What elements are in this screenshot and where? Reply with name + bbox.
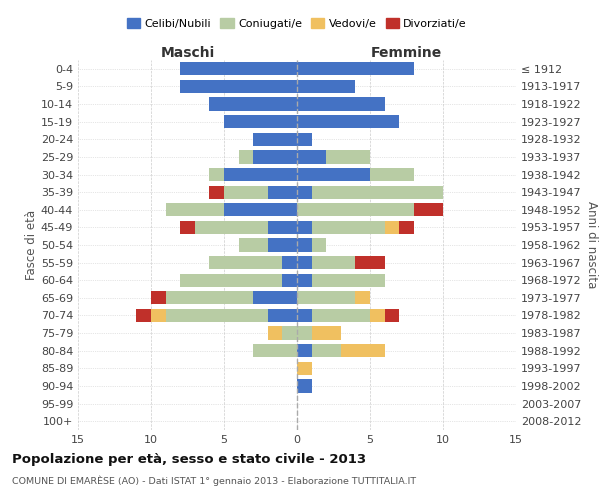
Bar (239, 150, 253, 164)
Bar (311, 274, 385, 287)
Bar (297, 203, 414, 216)
Text: COMUNE DI EMARÈSE (AO) - Dati ISTAT 1° gennaio 2013 - Elaborazione TUTTITALIA.IT: COMUNE DI EMARÈSE (AO) - Dati ISTAT 1° g… (12, 476, 416, 486)
Bar (253, 291, 297, 304)
Bar (224, 186, 268, 198)
Bar (297, 168, 370, 181)
Bar (297, 380, 311, 392)
Bar (311, 186, 443, 198)
Bar (224, 203, 297, 216)
Bar (385, 221, 399, 234)
Bar (297, 344, 311, 358)
Bar (414, 203, 443, 216)
Bar (166, 291, 253, 304)
Bar (297, 362, 311, 375)
Bar (166, 309, 268, 322)
Bar (283, 274, 297, 287)
Bar (253, 344, 297, 358)
Bar (399, 221, 414, 234)
Bar (297, 291, 355, 304)
Bar (136, 309, 151, 322)
Bar (297, 132, 311, 146)
Bar (268, 186, 297, 198)
Bar (166, 203, 224, 216)
Bar (297, 256, 311, 269)
Bar (297, 62, 414, 76)
Bar (268, 221, 297, 234)
Y-axis label: Anni di nascita: Anni di nascita (585, 202, 598, 288)
Bar (297, 274, 311, 287)
Bar (224, 168, 297, 181)
Bar (370, 168, 414, 181)
Bar (326, 150, 370, 164)
Bar (311, 256, 355, 269)
Bar (297, 186, 311, 198)
Bar (209, 186, 224, 198)
Bar (268, 309, 297, 322)
Bar (297, 150, 326, 164)
Bar (253, 150, 297, 164)
Bar (311, 238, 326, 252)
Bar (341, 344, 385, 358)
Bar (209, 256, 283, 269)
Bar (311, 221, 385, 234)
Bar (385, 309, 399, 322)
Bar (268, 238, 297, 252)
Bar (311, 326, 341, 340)
Bar (283, 256, 297, 269)
Bar (253, 132, 297, 146)
Bar (297, 326, 311, 340)
Text: Femmine: Femmine (371, 46, 442, 60)
Bar (370, 309, 385, 322)
Bar (180, 62, 297, 76)
Bar (180, 80, 297, 93)
Bar (180, 274, 283, 287)
Bar (355, 256, 385, 269)
Text: Maschi: Maschi (160, 46, 215, 60)
Bar (297, 309, 311, 322)
Bar (297, 115, 399, 128)
Bar (195, 221, 268, 234)
Bar (209, 168, 224, 181)
Y-axis label: Fasce di età: Fasce di età (25, 210, 38, 280)
Bar (283, 326, 297, 340)
Bar (151, 291, 166, 304)
Bar (151, 309, 166, 322)
Bar (297, 221, 311, 234)
Bar (311, 344, 341, 358)
Legend: Celibi/Nubili, Coniugati/e, Vedovi/e, Divorziati/e: Celibi/Nubili, Coniugati/e, Vedovi/e, Di… (122, 14, 472, 34)
Bar (297, 80, 355, 93)
Bar (239, 238, 268, 252)
Text: Popolazione per età, sesso e stato civile - 2013: Popolazione per età, sesso e stato civil… (12, 452, 366, 466)
Bar (209, 98, 297, 110)
Bar (311, 309, 370, 322)
Bar (180, 221, 195, 234)
Bar (297, 98, 385, 110)
Bar (355, 291, 370, 304)
Bar (224, 115, 297, 128)
Bar (268, 326, 283, 340)
Bar (297, 238, 311, 252)
